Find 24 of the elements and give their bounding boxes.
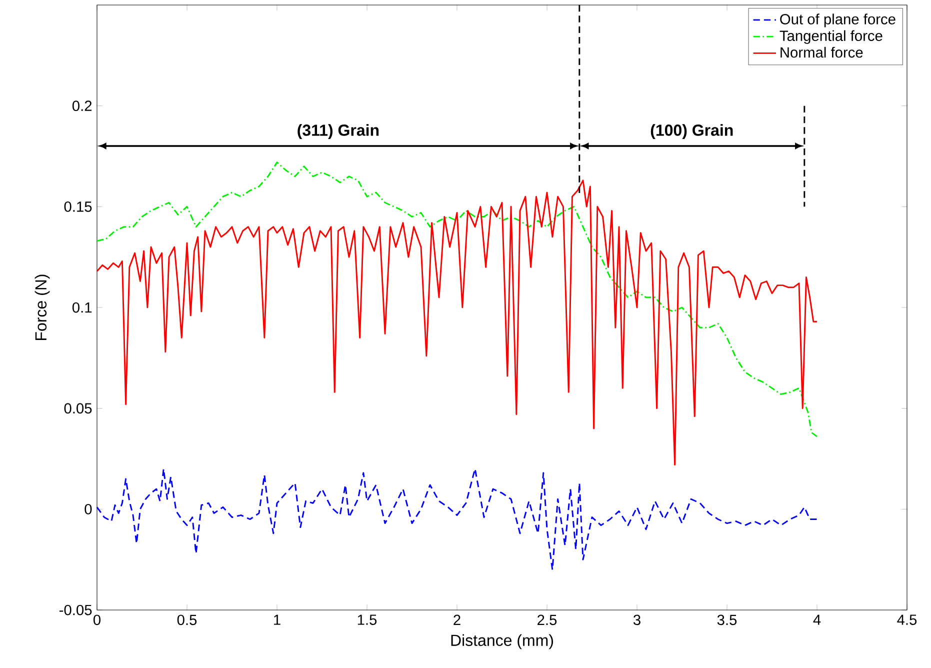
- x-tick-label: 2.5: [538, 614, 557, 626]
- legend-label: Out of plane force: [780, 14, 896, 28]
- line-series: [96, 180, 818, 466]
- x-tick-label: 2: [454, 614, 460, 625]
- y-tick-label: 0: [84, 504, 92, 514]
- y-tick-label: 0.2: [72, 100, 92, 112]
- x-tick-label: 4: [813, 614, 821, 625]
- x-tick-label: 1.5: [358, 614, 377, 625]
- x-tick-label: 1: [274, 614, 280, 625]
- legend-label: Normal force: [780, 46, 863, 58]
- x-tick-label: 4.5: [897, 614, 917, 625]
- y-axis-title: Force (N): [34, 274, 50, 340]
- x-tick-label: 3: [633, 614, 640, 626]
- x-tick-label: 0.5: [177, 614, 197, 626]
- annotation: (100) Grain: [650, 124, 733, 140]
- x-axis-title: Distance (mm): [451, 634, 553, 650]
- y-tick-label: 0.15: [64, 201, 92, 212]
- annotation: (311) Grain: [298, 124, 379, 140]
- x-tick-label: 3.5: [717, 614, 737, 626]
- x-tick-label: 0: [93, 614, 100, 626]
- y-tick-label: 0.05: [64, 403, 92, 414]
- legend-label: Tangential force: [780, 30, 882, 44]
- y-tick-label: 0.1: [72, 302, 92, 313]
- y-tick-label: -0.05: [60, 604, 92, 616]
